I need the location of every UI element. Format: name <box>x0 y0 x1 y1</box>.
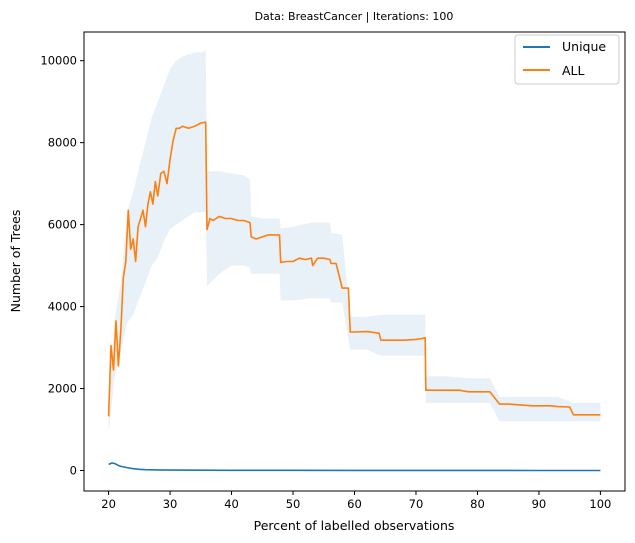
x-tick: 30 <box>163 491 178 511</box>
y-tick-label: 0 <box>70 464 77 478</box>
x-tick: 60 <box>347 491 362 511</box>
y-tick-label: 6000 <box>48 218 77 232</box>
y-tick-label: 2000 <box>48 382 77 396</box>
y-tick: 10000 <box>40 54 84 68</box>
y-tick: 0 <box>70 464 84 478</box>
y-tick-label: 10000 <box>40 54 77 68</box>
y-tick-label: 8000 <box>48 136 77 150</box>
x-tick-label: 50 <box>286 497 301 511</box>
x-tick: 100 <box>589 491 611 511</box>
plot-area <box>107 50 601 472</box>
x-tick-label: 20 <box>101 497 116 511</box>
x-tick-label: 40 <box>224 497 239 511</box>
x-tick-label: 60 <box>347 497 362 511</box>
chart-title: Data: BreastCancer | Iterations: 100 <box>255 10 454 23</box>
y-tick-label: 4000 <box>48 300 77 314</box>
x-tick-label: 100 <box>589 497 611 511</box>
x-axis: 20 30 40 50 60 70 80 90 100 <box>101 491 611 511</box>
x-tick: 50 <box>286 491 301 511</box>
legend-label-unique: Unique <box>562 39 606 54</box>
y-tick: 6000 <box>48 218 84 232</box>
y-axis-label: Number of Trees <box>8 210 23 313</box>
x-tick-label: 30 <box>163 497 178 511</box>
x-axis-label: Percent of labelled observations <box>254 518 455 533</box>
x-tick: 70 <box>409 491 424 511</box>
legend: Unique ALL <box>514 34 620 85</box>
y-tick: 2000 <box>48 382 84 396</box>
x-tick-label: 70 <box>409 497 424 511</box>
y-axis: 0 2000 4000 6000 8000 10000 <box>40 54 84 478</box>
confidence-band <box>108 50 601 434</box>
series-line-all <box>107 121 601 417</box>
x-tick: 90 <box>532 491 547 511</box>
legend-label-all: ALL <box>562 63 585 78</box>
x-tick: 80 <box>470 491 485 511</box>
x-tick: 20 <box>101 491 116 511</box>
series-line-unique <box>108 462 601 472</box>
x-tick-label: 80 <box>470 497 485 511</box>
y-tick: 8000 <box>48 136 84 150</box>
x-tick: 40 <box>224 491 239 511</box>
x-tick-label: 90 <box>532 497 547 511</box>
y-tick: 4000 <box>48 300 84 314</box>
